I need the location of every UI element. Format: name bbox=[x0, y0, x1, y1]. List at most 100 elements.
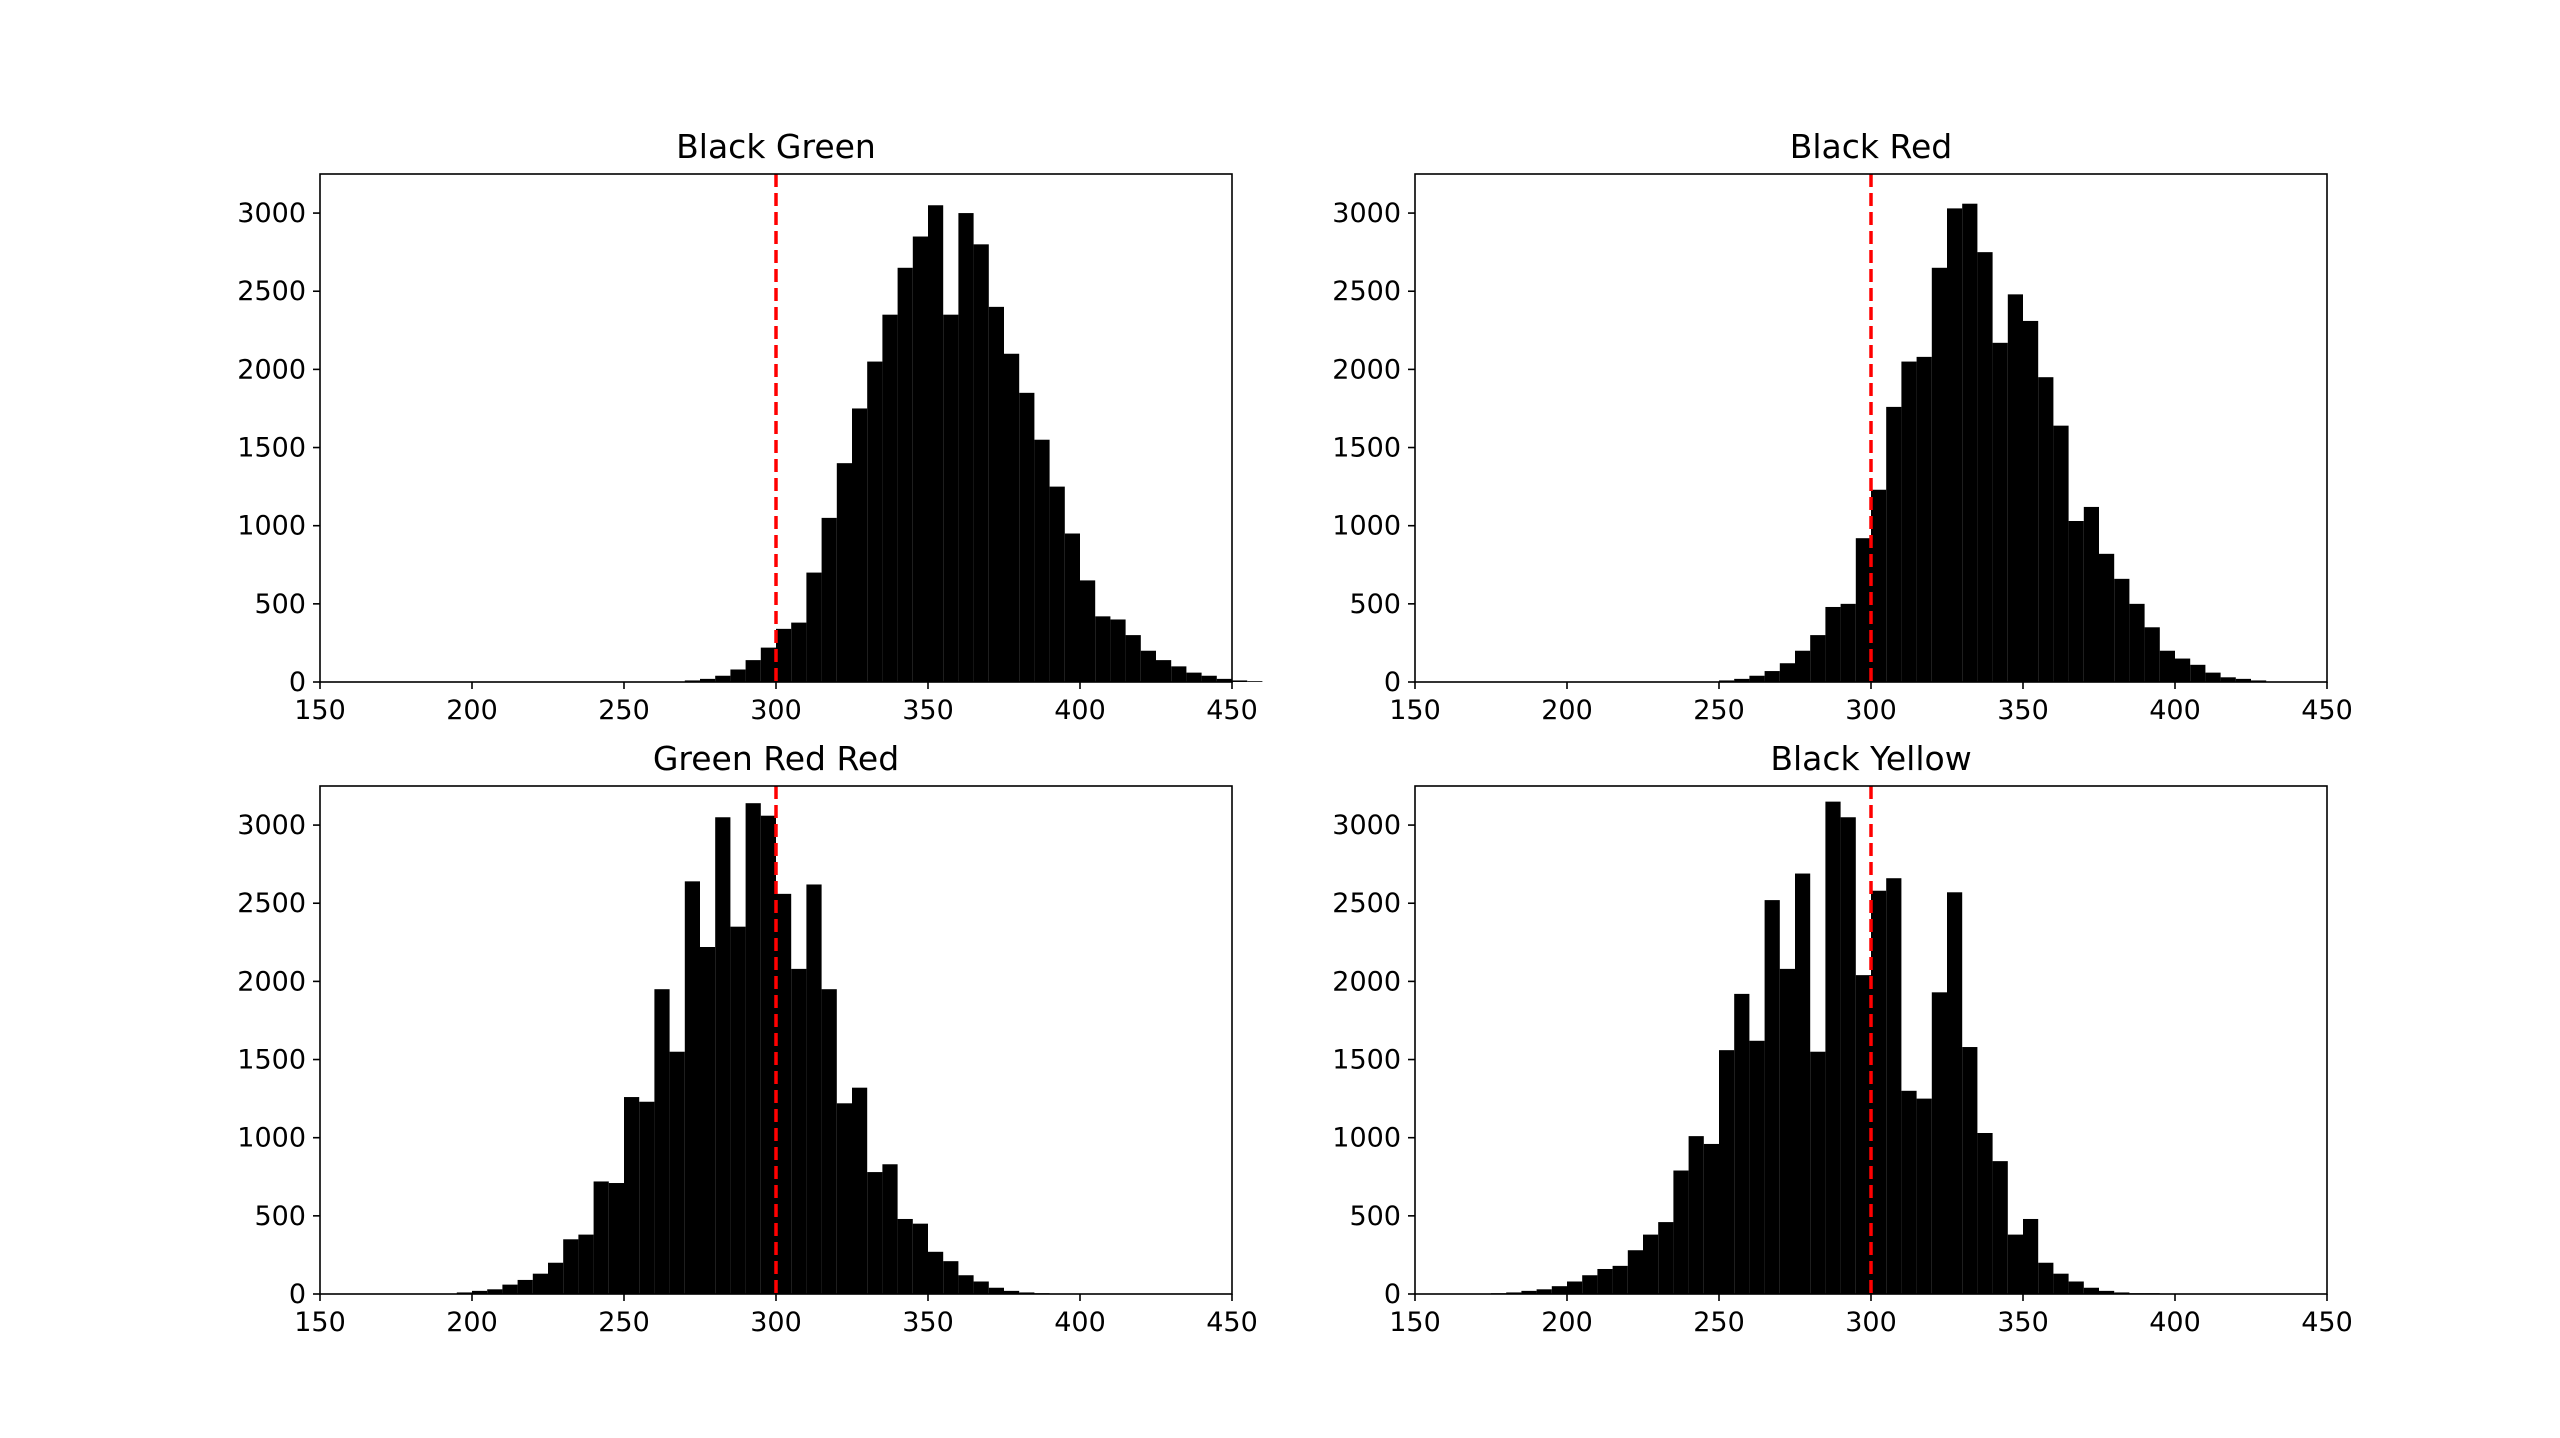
histogram-bar bbox=[1992, 342, 2008, 682]
histogram-bar bbox=[1977, 252, 1993, 682]
histogram-bar bbox=[2038, 377, 2054, 682]
x-tick-label: 150 bbox=[294, 695, 346, 726]
histogram-bar bbox=[760, 647, 776, 682]
histogram-bar bbox=[1658, 1222, 1674, 1294]
histogram-bar bbox=[2159, 650, 2175, 682]
histogram-bar bbox=[1734, 678, 1750, 682]
histogram-bar bbox=[1095, 616, 1111, 682]
histogram-bar bbox=[943, 314, 959, 682]
y-tick-label: 3000 bbox=[237, 198, 306, 229]
histogram-bar bbox=[1247, 681, 1263, 682]
histogram-bar bbox=[1673, 1170, 1689, 1294]
chart-black-yellow: 150 200 250 300 350 400 450 0 500 1000 1500 2000 250… bbox=[1332, 739, 2352, 1338]
x-tick-label: 200 bbox=[1541, 695, 1593, 726]
x-tick-label: 200 bbox=[446, 1307, 498, 1338]
chart-title: Black Yellow bbox=[1770, 739, 1971, 778]
histogram-bar bbox=[1977, 1133, 1993, 1294]
histogram-bar bbox=[578, 1234, 594, 1294]
x-tick-label: 350 bbox=[902, 1307, 954, 1338]
histogram-bar bbox=[1582, 1275, 1598, 1294]
histogram-bar bbox=[700, 678, 716, 682]
histogram-bar bbox=[2190, 664, 2206, 682]
histogram-bar bbox=[1110, 619, 1126, 682]
histogram-bar bbox=[745, 803, 761, 1294]
histogram-bar bbox=[1795, 650, 1811, 682]
histogram-bar bbox=[730, 669, 746, 682]
histogram-bar bbox=[1080, 580, 1096, 682]
x-tick-label: 400 bbox=[2149, 695, 2201, 726]
histogram-bar bbox=[806, 572, 822, 682]
x-tick-label: 450 bbox=[1206, 695, 1258, 726]
y-tick-label: 500 bbox=[254, 1201, 306, 1232]
histogram-bar bbox=[1795, 873, 1811, 1294]
y-tick-label: 2000 bbox=[1332, 354, 1401, 385]
chart-green-red-red: 150 200 250 300 350 400 450 0 500 1000 1500 2000 250… bbox=[237, 739, 1257, 1338]
histogram-bar bbox=[1004, 1290, 1020, 1294]
histogram-bar bbox=[1551, 1286, 1567, 1294]
histogram-bar bbox=[988, 1287, 1004, 1294]
x-tick-label: 300 bbox=[1845, 1307, 1897, 1338]
y-tick-label: 1000 bbox=[1332, 511, 1401, 542]
histogram-bar bbox=[2144, 627, 2160, 682]
histogram-bar bbox=[867, 361, 883, 682]
histogram-bar bbox=[821, 989, 837, 1294]
histogram-bar bbox=[958, 213, 974, 683]
x-tick-label: 150 bbox=[1389, 1307, 1441, 1338]
histogram-bar bbox=[548, 1262, 564, 1294]
x-tick-label: 350 bbox=[1997, 1307, 2049, 1338]
y-tick-label: 2000 bbox=[1332, 966, 1401, 997]
histogram-bar bbox=[2129, 603, 2145, 682]
histogram-bar bbox=[2053, 425, 2069, 682]
histogram-bar bbox=[836, 1103, 852, 1294]
x-tick-label: 450 bbox=[1206, 1307, 1258, 1338]
x-tick-label: 300 bbox=[1845, 695, 1897, 726]
histogram-bar bbox=[958, 1275, 974, 1294]
histogram-bar bbox=[1004, 353, 1020, 682]
x-tick-label: 400 bbox=[1054, 695, 1106, 726]
histogram-bar bbox=[1947, 208, 1963, 682]
histogram-bar bbox=[867, 1172, 883, 1294]
histogram-bar bbox=[1901, 361, 1917, 682]
histogram-bar bbox=[1749, 675, 1765, 682]
histogram-bar bbox=[730, 926, 746, 1294]
histogram-bar bbox=[715, 817, 731, 1294]
histogram-bar bbox=[745, 660, 761, 682]
y-tick-label: 3000 bbox=[237, 810, 306, 841]
histogram-bar bbox=[654, 989, 670, 1294]
y-tick-label: 1000 bbox=[237, 511, 306, 542]
x-tick-label: 450 bbox=[2301, 695, 2353, 726]
histogram-bar bbox=[1825, 606, 1841, 682]
histogram-bar bbox=[2038, 1262, 2054, 1294]
histogram-bar bbox=[639, 1101, 655, 1294]
histogram-bar bbox=[1764, 900, 1780, 1294]
histogram-bar bbox=[912, 236, 928, 682]
x-tick-label: 200 bbox=[1541, 1307, 1593, 1338]
histogram-bar bbox=[2007, 1234, 2023, 1294]
histogram-bar bbox=[882, 1164, 898, 1294]
x-tick-label: 150 bbox=[294, 1307, 346, 1338]
y-tick-label: 2500 bbox=[237, 888, 306, 919]
histogram-bar bbox=[1779, 663, 1795, 682]
histogram-bar bbox=[928, 205, 944, 682]
y-tick-label: 1500 bbox=[1332, 1045, 1401, 1076]
y-tick-label: 2000 bbox=[237, 966, 306, 997]
histogram-bar bbox=[1064, 533, 1080, 682]
chart-title: Black Green bbox=[676, 127, 876, 166]
x-tick-label: 250 bbox=[598, 1307, 650, 1338]
histogram-bar bbox=[563, 1239, 579, 1294]
histogram-bar bbox=[487, 1289, 503, 1294]
histogram-bar bbox=[1536, 1289, 1552, 1294]
y-tick-label: 1500 bbox=[237, 1045, 306, 1076]
y-tick-label: 0 bbox=[1384, 1279, 1401, 1310]
histogram-bar bbox=[806, 884, 822, 1294]
histogram-bar bbox=[943, 1261, 959, 1294]
chart-title: Green Red Red bbox=[653, 739, 899, 778]
histogram-bar bbox=[2220, 677, 2236, 682]
chart-black-green: 150 200 250 300 350 400 450 0 500 1000 1500 2000 250… bbox=[237, 127, 1263, 726]
histogram-bar bbox=[1019, 392, 1035, 682]
y-tick-label: 1000 bbox=[237, 1123, 306, 1154]
y-tick-label: 3000 bbox=[1332, 198, 1401, 229]
histogram-bar bbox=[852, 1087, 868, 1294]
x-tick-label: 350 bbox=[902, 695, 954, 726]
